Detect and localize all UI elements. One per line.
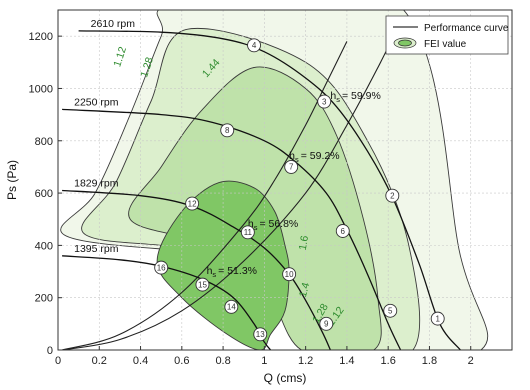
rpm-label: 2250 rpm [74,96,119,108]
point-marker [430,311,445,326]
point-marker [154,260,169,275]
point-marker [282,267,297,282]
point-label: 7 [289,163,294,172]
efficiency-label: hs = 59.9% [330,90,380,104]
point-marker [253,327,268,342]
efficiency-label: hs = 59.2% [289,150,339,164]
y-axis-title: Ps (Pa) [5,160,19,200]
x-tick-label: 0.4 [133,355,148,367]
x-tick-label: 2 [468,355,474,367]
x-tick-label: 1.8 [422,355,437,367]
rpm-label: 1395 rpm [74,243,119,255]
x-axis-title: Q (cms) [264,371,307,385]
fei-label: 1.6 [297,235,311,252]
point-marker [383,303,398,318]
x-tick-label: 0.2 [92,355,107,367]
point-label: 16 [157,263,166,272]
point-marker [240,225,255,240]
point-marker [385,188,400,203]
performance-curve-1 [62,108,402,350]
curve-labels: 2610 rpm 2250 rpm 1829 rpm 1395 rpm hs = 59.9… [74,18,381,328]
legend: Performance curve FEI value [385,15,509,55]
point-label: 9 [324,320,329,329]
fei-label: 1.4 [297,281,312,298]
point-label: 14 [227,303,236,312]
x-tick-label: 1 [261,355,267,367]
axes: 0 0.2 0.4 0.6 0.8 1 1.2 1.4 1.6 1.8 2 0 200 400 600 800… [5,9,513,385]
point-label: 4 [252,41,257,50]
point-marker [224,299,239,314]
legend-contour-swatch-inner [398,39,412,47]
x-tick-label: 0 [55,355,61,367]
rpm-label: 2610 rpm [91,18,136,30]
point-label: 10 [285,270,294,279]
point-marker [335,224,350,238]
x-tick-label: 1.6 [381,355,396,367]
legend-entry: Performance curve [424,23,509,34]
legend-entry: FEI value [424,39,467,50]
performance-curves [62,30,461,350]
point-label: 13 [256,330,265,339]
point-marker [195,277,210,292]
y-tick-label: 0 [47,345,53,357]
point-label: 5 [388,307,393,316]
point-marker [247,38,261,53]
performance-curve-0 [78,30,461,350]
y-tick-label: 1000 [29,83,53,95]
rpm-label: 1829 rpm [74,177,119,189]
y-tick-label: 1200 [29,31,53,43]
point-label: 15 [198,280,207,289]
system-curves [61,25,399,350]
point-marker [284,159,299,174]
x-tick-label: 1.2 [298,355,313,367]
point-label: 8 [225,126,230,135]
y-tick-label: 400 [35,240,53,252]
y-tick-label: 600 [35,188,53,200]
performance-curve-3 [62,255,272,350]
system-curve-0 [62,25,399,350]
point-marker [319,316,334,331]
plot-frame [57,9,513,351]
x-tick-label: 1.4 [339,355,354,367]
point-marker [317,94,332,109]
system-curve-1 [61,41,348,350]
y-tick-label: 800 [35,136,53,148]
point-label: 12 [188,199,197,208]
point-label: 3 [322,97,327,106]
efficiency-label: hs = 51.3% [207,265,257,279]
y-tick-label: 200 [35,293,53,305]
x-tick-label: 0.8 [215,355,230,367]
point-label: 2 [390,191,395,200]
point-label: 6 [341,227,346,236]
point-marker [185,196,200,211]
point-label: 1 [435,314,440,323]
efficiency-label: hs = 56.8% [248,218,298,232]
point-label: 11 [244,228,253,237]
point-marker [220,123,235,138]
performance-curve-2 [62,189,331,350]
fei-label: 1.12 [111,45,129,68]
x-tick-label: 0.6 [174,355,189,367]
